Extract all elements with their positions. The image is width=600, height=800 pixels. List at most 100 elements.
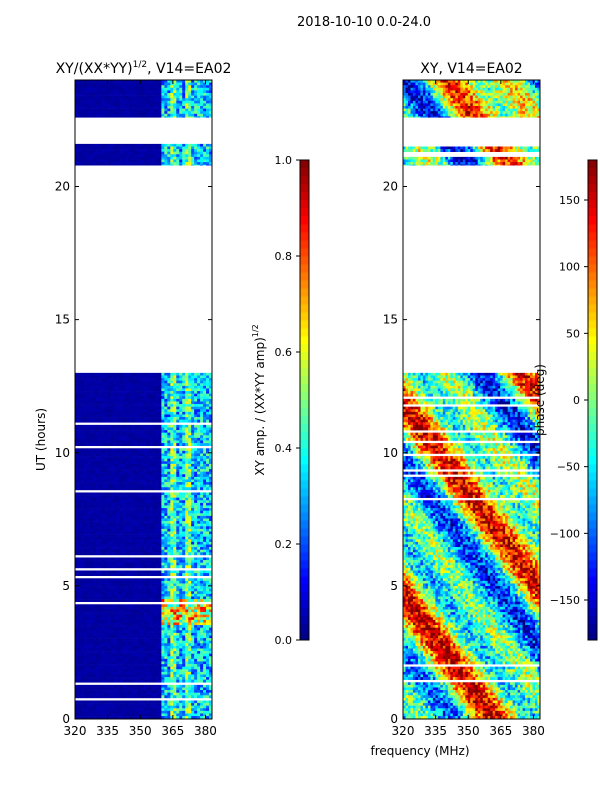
colorbar-segment — [300, 432, 309, 441]
colorbar-segment — [300, 168, 309, 177]
colorbar-segment — [588, 384, 597, 393]
colorbar-segment — [588, 504, 597, 513]
colorbar-segment — [588, 400, 597, 409]
colorbar-segment — [588, 376, 597, 385]
heatmap-cells — [75, 80, 212, 719]
colorbar-segment — [300, 352, 309, 361]
colorbar-segment — [588, 552, 597, 561]
colorbar-segment — [300, 520, 309, 529]
colorbar-segment — [300, 624, 309, 633]
colorbar-segment — [300, 184, 309, 193]
colorbar-segment — [588, 560, 597, 569]
y-tick-label: 10 — [383, 446, 398, 460]
shared-xlabel: frequency (MHz) — [370, 744, 469, 758]
colorbar-segment — [300, 248, 309, 257]
colorbar-tick-label: 100 — [559, 261, 580, 274]
colorbar-segment — [588, 408, 597, 417]
colorbar-segment — [300, 560, 309, 569]
colorbar-segment — [588, 216, 597, 225]
colorbar-segment — [300, 192, 309, 201]
x-tick-label: 320 — [392, 724, 415, 738]
colorbar-segment — [588, 472, 597, 481]
colorbar-segment — [300, 544, 309, 553]
colorbar-tick-label: 0.4 — [275, 442, 293, 455]
colorbar-segment — [588, 448, 597, 457]
colorbar-segment — [300, 256, 309, 265]
colorbar-tick-label: 0.8 — [275, 250, 293, 263]
colorbar-segment — [300, 232, 309, 241]
colorbar-segment — [588, 440, 597, 449]
colorbar-segment — [588, 432, 597, 441]
y-tick-label: 0 — [62, 712, 70, 726]
colorbar-segment — [300, 504, 309, 513]
phase-panel: 320 335 350 365 380 0 5 10 15 20 XY, V14=EA02 −150 −… — [383, 61, 598, 738]
colorbar-segment — [300, 280, 309, 289]
colorbar-label-main: XY amp. / (XX*YY amp) — [253, 337, 267, 475]
x-tick-label: 335 — [96, 724, 119, 738]
colorbar-segment — [300, 600, 309, 609]
colorbar-segment — [588, 576, 597, 585]
colorbar-segment — [300, 608, 309, 617]
colorbar-segment — [300, 328, 309, 337]
panel-title: XY, V14=EA02 — [420, 61, 522, 77]
colorbar-segment — [300, 264, 309, 273]
colorbar-segment — [588, 280, 597, 289]
colorbar-tick-label: −50 — [557, 461, 580, 474]
colorbar-segment — [300, 400, 309, 409]
colorbar-tick-label: 0 — [573, 394, 580, 407]
colorbar-segment — [300, 568, 309, 577]
colorbar-segment — [300, 208, 309, 217]
colorbar-segment — [300, 176, 309, 185]
colorbar-segment — [300, 384, 309, 393]
colorbar-segment — [300, 224, 309, 233]
colorbar-segment — [588, 312, 597, 321]
colorbar-segment — [588, 480, 597, 489]
colorbar-segment — [300, 296, 309, 305]
colorbar-segment — [588, 488, 597, 497]
figure-suptitle: 2018-10-10 0.0-24.0 — [297, 15, 431, 30]
colorbar-segment — [300, 312, 309, 321]
colorbar-segment — [588, 168, 597, 177]
colorbar-segment — [588, 464, 597, 473]
y-tick-label: 15 — [55, 313, 70, 327]
x-tick-label: 335 — [424, 724, 447, 738]
y-tick-label: 10 — [55, 446, 70, 460]
colorbar-segment — [588, 344, 597, 353]
colorbar-segment — [300, 360, 309, 369]
colorbar-segment — [300, 536, 309, 545]
colorbar-segment — [300, 448, 309, 457]
colorbar-segment — [300, 576, 309, 585]
colorbar-segment — [300, 288, 309, 297]
colorbar-segment — [300, 488, 309, 497]
colorbar-segment — [588, 568, 597, 577]
colorbar-segment — [300, 592, 309, 601]
colorbar-segment — [300, 336, 309, 345]
colorbar-segment — [588, 536, 597, 545]
plot-frame — [402, 79, 541, 720]
colorbar-segment — [300, 616, 309, 625]
y-tick-label: 20 — [383, 180, 398, 194]
panel-title-suffix: , V14=EA02 — [147, 61, 231, 77]
y-tick-label: 5 — [62, 579, 70, 593]
colorbar-frame — [299, 159, 310, 641]
colorbar-segment — [588, 416, 597, 425]
colorbar-segment — [588, 360, 597, 369]
colorbar-tick-label: 1.0 — [275, 154, 293, 167]
colorbar-segment — [588, 160, 597, 169]
colorbar-segment — [588, 632, 597, 641]
heatmap-cells — [403, 80, 540, 719]
colorbar-segment — [588, 528, 597, 537]
colorbar-tick-label: 50 — [566, 327, 580, 340]
colorbar-segment — [588, 608, 597, 617]
colorbar-segment — [588, 328, 597, 337]
colorbar-segment — [300, 528, 309, 537]
panel-title-main: XY/(XX*YY) — [56, 61, 133, 77]
colorbar-segment — [300, 376, 309, 385]
y-axis-label: UT (hours) — [34, 408, 48, 471]
colorbar-label: phase (deg) — [533, 364, 547, 436]
x-tick-label: 380 — [194, 724, 217, 738]
colorbar-segment — [588, 192, 597, 201]
colorbar-segment — [300, 472, 309, 481]
colorbar-segment — [300, 440, 309, 449]
colorbar-segment — [588, 200, 597, 209]
